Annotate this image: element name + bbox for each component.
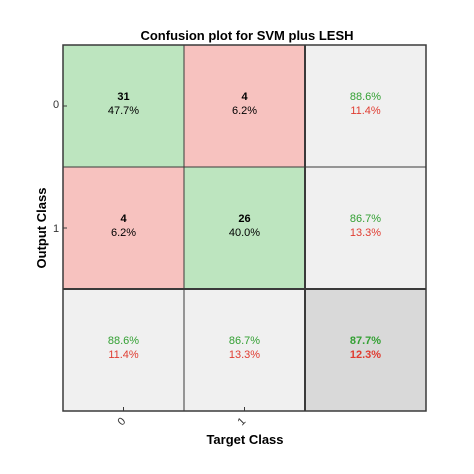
cell-bg-0-0 <box>62 44 185 168</box>
y-axis-label: Output Class <box>34 188 49 269</box>
row-summary-incorrect-0: 11.4% <box>350 105 381 117</box>
column-summary-correct-0: 88.6% <box>108 335 139 347</box>
x-axis-label: Target Class <box>206 432 283 447</box>
row-summary-correct-1: 86.7% <box>350 213 381 225</box>
x-tick-label-1: 1 <box>235 415 248 428</box>
column-summary-incorrect-0: 11.4% <box>108 349 139 361</box>
x-tick-label-0: 0 <box>115 415 128 428</box>
column-summary-correct-1: 86.7% <box>229 335 260 347</box>
cell-bg-1-0 <box>62 166 185 290</box>
column-summary-incorrect-1: 13.3% <box>229 349 260 361</box>
overall-correct: 87.7% <box>350 335 381 347</box>
cell-percent-1-0: 6.2% <box>111 227 136 239</box>
cell-percent-0-1: 6.2% <box>232 105 257 117</box>
cell-bg-1-2 <box>304 166 427 290</box>
row-summary-correct-0: 88.6% <box>350 91 381 103</box>
cell-bg-2-1 <box>183 288 306 412</box>
cell-count-0-0: 31 <box>117 91 129 103</box>
y-tick-label-1: 1 <box>53 223 59 235</box>
chart-title: Confusion plot for SVM plus LESH <box>140 28 353 43</box>
cell-percent-1-1: 40.0% <box>229 227 260 239</box>
overall-incorrect: 12.3% <box>350 349 381 361</box>
confusion-grid: 31 47.7% 4 6.2% 88.6% 11.4% 4 6.2% 26 40.0% 86.7% 1… <box>62 44 427 412</box>
cell-count-1-0: 4 <box>120 213 127 225</box>
cell-bg-1-1 <box>183 166 306 290</box>
cell-count-1-1: 26 <box>238 213 250 225</box>
row-summary-incorrect-1: 13.3% <box>350 227 381 239</box>
y-tick-label-0: 0 <box>53 99 59 111</box>
cell-percent-0-0: 47.7% <box>108 105 139 117</box>
cell-bg-0-1 <box>183 44 306 168</box>
cell-count-0-1: 4 <box>241 91 248 103</box>
